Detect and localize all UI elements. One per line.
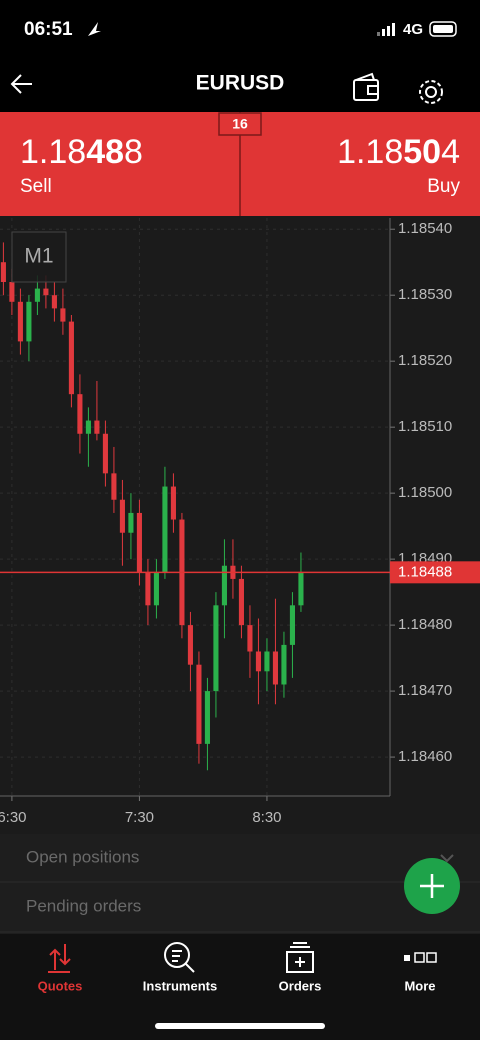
candle-body xyxy=(187,625,193,665)
network-label: 4G xyxy=(403,21,423,38)
candle-body xyxy=(119,499,125,533)
sell-label[interactable]: Sell xyxy=(20,176,52,197)
header-bg xyxy=(0,0,480,112)
y-tick-label: 1.18470 xyxy=(398,682,452,699)
tab-label[interactable]: Quotes xyxy=(38,978,83,993)
battery-icon xyxy=(429,21,457,37)
candle-body xyxy=(213,605,219,692)
candle-body xyxy=(34,288,40,302)
sell-price[interactable]: 1.18488 xyxy=(20,133,143,171)
signal-icon xyxy=(377,23,395,36)
candle-body xyxy=(94,420,100,434)
y-tick-label: 1.18480 xyxy=(398,616,452,633)
chart-bg xyxy=(0,216,480,834)
candle-body xyxy=(9,282,15,302)
candle-body xyxy=(0,262,6,283)
y-tick-label: 1.18530 xyxy=(398,286,452,303)
candle-body xyxy=(238,578,244,626)
orders-icon xyxy=(286,942,314,973)
candle-body xyxy=(85,420,91,434)
price-tail: 4 xyxy=(441,133,460,171)
page-title: EURUSD xyxy=(196,72,285,95)
candle-body xyxy=(111,473,117,500)
candle-body xyxy=(204,691,210,744)
y-tick-label: 1.18520 xyxy=(398,352,452,369)
candle-body xyxy=(128,512,134,533)
candle-body xyxy=(60,308,66,322)
candle-body xyxy=(26,301,32,342)
tab-label[interactable]: More xyxy=(404,978,435,993)
y-tick-label: 1.18460 xyxy=(398,748,452,765)
wallet-button[interactable] xyxy=(353,72,379,101)
spread: 16 xyxy=(232,116,248,132)
instruments-icon xyxy=(164,942,195,973)
battery-level xyxy=(433,25,453,33)
y-tick-label: 1.18500 xyxy=(398,484,452,501)
price-pips: 50 xyxy=(403,133,441,171)
candle-body xyxy=(77,394,83,434)
y-tick-label: 1.18540 xyxy=(398,220,452,237)
candle-body xyxy=(255,651,261,672)
spread-box xyxy=(218,112,262,136)
quotes-icon xyxy=(48,944,71,973)
candle-body xyxy=(196,664,202,744)
buy-label[interactable]: Buy xyxy=(427,176,460,197)
panel-label[interactable]: Pending orders xyxy=(26,896,141,915)
x-tick-label: 8:30 xyxy=(252,809,281,826)
settings-button[interactable] xyxy=(419,80,443,104)
current-price-label: 1.18488 xyxy=(398,563,452,580)
tab-label[interactable]: Instruments xyxy=(143,978,217,993)
candle-body xyxy=(264,651,270,672)
price-pips: 48 xyxy=(86,133,124,171)
current-price-tag xyxy=(390,561,480,584)
candle-body xyxy=(170,486,176,520)
status-time: 06:51 xyxy=(24,19,73,40)
x-tick-label: 7:30 xyxy=(125,809,154,826)
price-tail: 8 xyxy=(124,133,143,171)
more-icon xyxy=(404,952,437,963)
candle-body xyxy=(102,433,108,474)
chevron xyxy=(440,854,454,863)
candle-body xyxy=(247,625,253,652)
y-tick-label: 1.18510 xyxy=(398,418,452,435)
add-icon xyxy=(420,874,444,898)
chart: 1.18540 1.18530 1.18520 1.18510 1.18500 1.184… xyxy=(0,218,480,826)
candle-body xyxy=(145,572,151,606)
home-indicator xyxy=(155,1023,325,1029)
timeframe: M1 xyxy=(24,245,53,268)
timeframe-box[interactable] xyxy=(11,231,67,283)
candle-body xyxy=(136,512,142,573)
buy-price[interactable]: 1.18504 xyxy=(337,133,460,171)
location-icon xyxy=(88,22,101,36)
candle-body xyxy=(68,321,74,395)
x-tick-label: 6:30 xyxy=(0,809,27,826)
tab-bar: Quotes Instruments Orders More xyxy=(38,978,436,993)
candle-body xyxy=(43,288,49,296)
candle-body xyxy=(272,651,278,685)
price-lead: 1.18 xyxy=(20,133,86,171)
back-button[interactable] xyxy=(10,74,32,94)
candle-body xyxy=(162,486,168,573)
candle-body xyxy=(298,572,304,606)
candle-body xyxy=(17,301,23,342)
tab-label[interactable]: Orders xyxy=(279,978,322,993)
price-lead: 1.18 xyxy=(337,133,403,171)
candle-body xyxy=(281,644,287,685)
candle-body xyxy=(153,572,159,606)
candle-body xyxy=(221,565,227,606)
panel-label[interactable]: Open positions xyxy=(26,847,139,866)
candle-body xyxy=(51,295,57,309)
candle-body xyxy=(289,605,295,645)
panels-bg xyxy=(0,834,480,934)
tab-bar-bg xyxy=(0,934,480,1040)
